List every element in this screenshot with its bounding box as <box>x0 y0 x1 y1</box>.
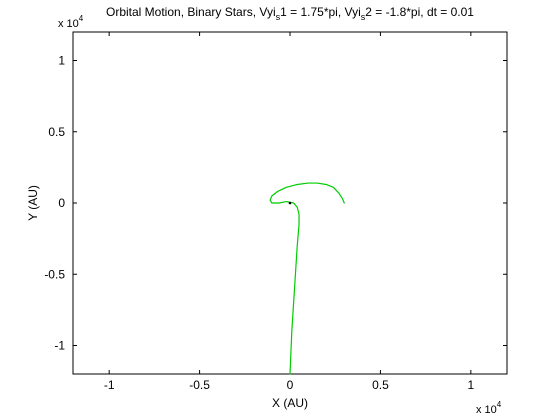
x-tick-label: 0 <box>287 378 294 392</box>
x-multiplier-base: x 10 <box>476 404 497 416</box>
title-part-1: Orbital Motion, Binary Stars, Vyi <box>106 5 276 19</box>
y-multiplier-base: x 10 <box>58 18 79 30</box>
title-part-2: 1 = 1.75*pi, Vyi <box>280 5 361 19</box>
y-tick-labels: 1 0.5 0 -0.5 -1 <box>44 54 65 353</box>
orbit-path-line <box>269 182 345 375</box>
y-tick-label: 1 <box>58 54 65 68</box>
x-axis-label: X (AU) <box>272 396 308 410</box>
series-layer <box>269 182 345 375</box>
x-multiplier-exponent: 4 <box>497 400 502 409</box>
title-part-3: 2 = -1.8*pi, dt = 0.01 <box>365 5 474 19</box>
x-tick-labels: -1 -0.5 0 0.5 1 <box>104 378 475 392</box>
y-multiplier-exponent: 4 <box>79 14 84 23</box>
title-subscript-2: s <box>361 12 366 22</box>
x-axis-multiplier: x 104 <box>476 400 502 416</box>
title-subscript-1: s <box>276 12 281 22</box>
x-tick-label: 1 <box>467 378 474 392</box>
y-axis-label: Y (AU) <box>26 185 40 221</box>
tick-marks <box>73 32 507 374</box>
y-axis-multiplier: x 104 <box>58 14 84 30</box>
y-tick-label: 0.5 <box>48 125 65 139</box>
y-tick-label: -1 <box>54 339 65 353</box>
y-tick-label: 0 <box>58 196 65 210</box>
x-tick-label: -0.5 <box>189 378 210 392</box>
x-tick-label: -1 <box>104 378 115 392</box>
star-marker <box>288 201 292 205</box>
x-tick-label: 0.5 <box>372 378 389 392</box>
chart-title: Orbital Motion, Binary Stars, Vyis1 = 1.… <box>106 5 474 22</box>
y-tick-label: -0.5 <box>44 267 65 281</box>
